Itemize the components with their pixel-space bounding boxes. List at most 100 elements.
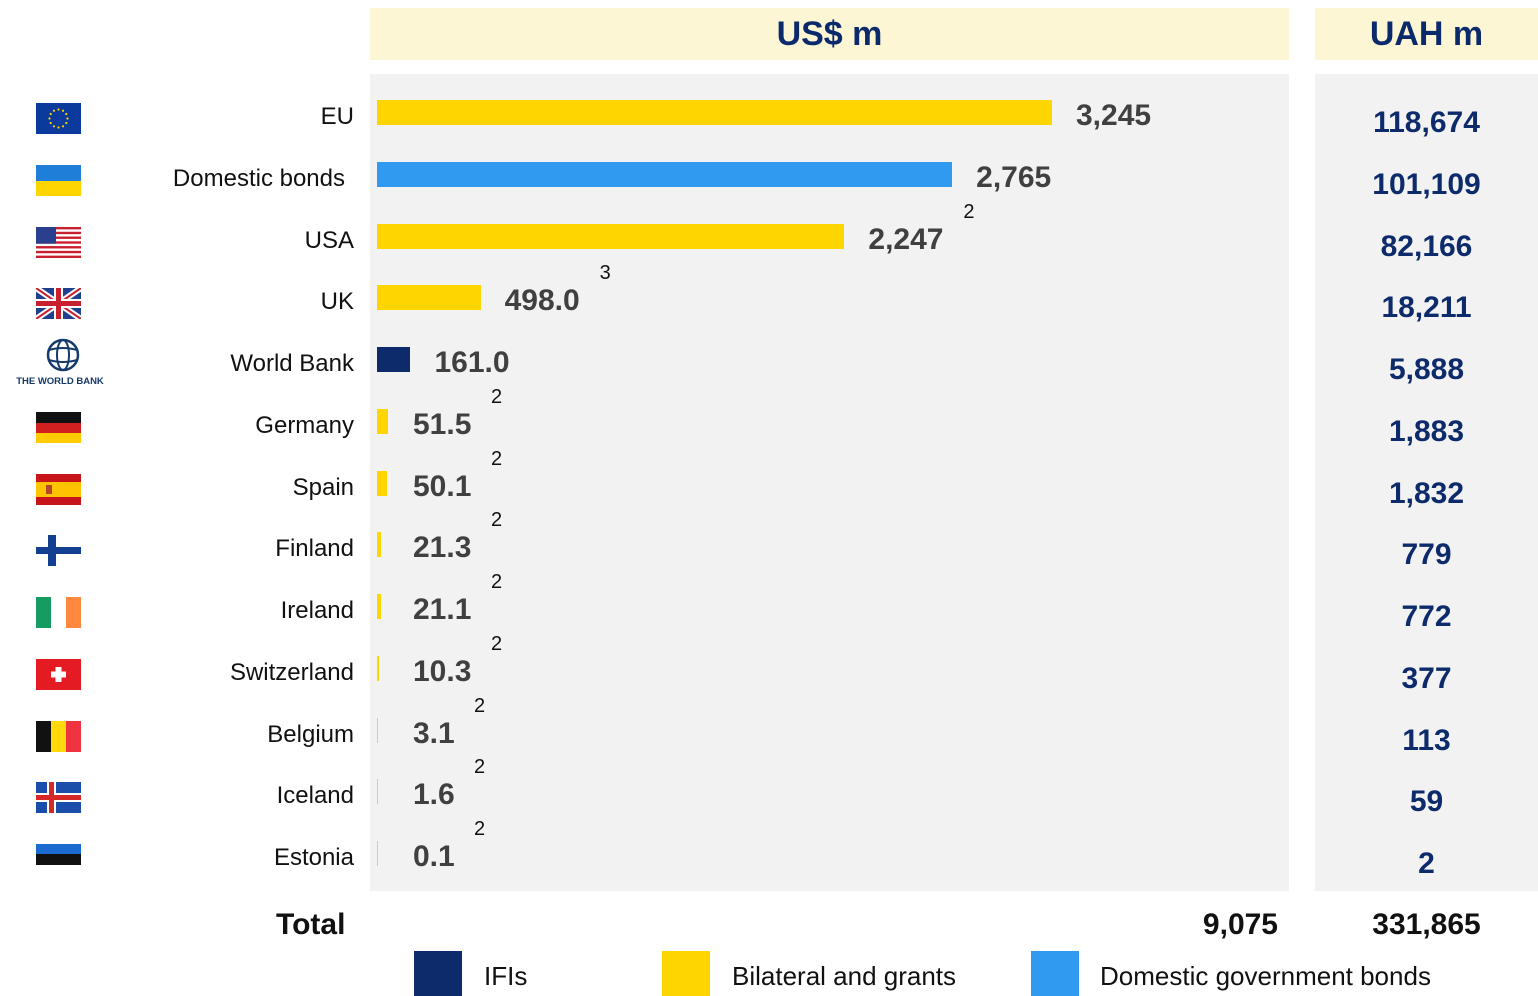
- bar-value-label: 3.1: [413, 716, 455, 750]
- bar-bilateral: [377, 532, 382, 558]
- bar-bilateral: [377, 285, 481, 311]
- category-label: Belgium: [267, 720, 354, 748]
- legend-swatch-domestic: [1031, 951, 1079, 996]
- uah-value: 5,888: [1388, 353, 1465, 386]
- uah-value: 59: [1409, 785, 1444, 819]
- switzerland-flag-icon: [36, 658, 81, 690]
- svg-text:THE WORLD BANK: THE WORLD BANK: [16, 376, 104, 387]
- category-label: Spain: [292, 473, 354, 501]
- chart-row: Finland 21.3 2 779: [0, 509, 1538, 597]
- bar-value-label: 3,245: [1076, 99, 1152, 132]
- footnote-marker: 2: [491, 571, 503, 593]
- uah-value: 113: [1402, 723, 1451, 757]
- chart-row: EU 3,245 118,674: [0, 99, 1538, 165]
- legend-label-domestic: Domestic government bonds: [1100, 961, 1431, 991]
- footnote-marker: 2: [491, 509, 503, 532]
- uah-value: 18,211: [1381, 291, 1472, 325]
- usd-column-header: US$ m: [370, 8, 1289, 60]
- category-label: Iceland: [276, 782, 354, 810]
- uah-value: 2: [1418, 847, 1435, 880]
- uah-value: 118,674: [1373, 106, 1480, 139]
- ukraine-flag-icon: [36, 164, 81, 196]
- footnote-marker: 2: [491, 632, 503, 655]
- chart-row: USA 2,247 2 82,166: [0, 201, 1538, 289]
- bar-value-label: 21.1: [413, 593, 472, 626]
- chart-row: Ireland 21.1 2 772: [0, 571, 1538, 659]
- eu-flag-icon: [36, 103, 81, 134]
- uah-value: 101,109: [1372, 167, 1481, 201]
- bar-domestic: [377, 161, 953, 187]
- world-bank-logo-icon: THE WORLD BANK: [5, 338, 115, 388]
- chart-row: UK 498.0 3 18,211: [0, 262, 1538, 350]
- estonia-flag-icon: [36, 844, 81, 875]
- usa-flag-icon: [36, 226, 81, 258]
- category-label: Estonia: [273, 844, 354, 871]
- chart-row: Belgium 3.1 2 113: [0, 695, 1538, 783]
- bar-ifis: [377, 347, 411, 372]
- chart-row: Domestic bonds 2,765 101,109: [0, 161, 1538, 227]
- uk-flag-icon: [36, 288, 81, 320]
- chart-row: Germany 51.5 2 1,883: [0, 386, 1538, 474]
- category-label: Ireland: [280, 597, 354, 624]
- legend-label-ifis: IFIs: [484, 961, 528, 991]
- bar-value-label: 10.3: [413, 654, 472, 688]
- footnote-marker: 2: [474, 694, 486, 717]
- total-uah-value: 331,865: [1372, 908, 1481, 941]
- category-label: EU: [320, 103, 354, 130]
- footnote-marker: 3: [599, 262, 611, 285]
- footnote-marker: 2: [963, 200, 975, 223]
- uah-value: 377: [1401, 661, 1452, 695]
- legend-swatch-bilateral: [662, 951, 710, 996]
- usd-plot-area: [370, 74, 1289, 891]
- footnote-marker: 2: [491, 385, 503, 408]
- uah-value: 772: [1401, 600, 1452, 633]
- bar-bilateral: [377, 655, 380, 681]
- bar-bilateral: [377, 841, 378, 866]
- bar-value-label: 51.5: [413, 407, 472, 441]
- legend-label-bilateral: Bilateral and grants: [732, 961, 957, 991]
- category-label: Switzerland: [229, 658, 354, 686]
- category-label: Domestic bonds: [172, 164, 345, 192]
- bar-value-label: 2,247: [868, 222, 944, 256]
- uah-value: 82,166: [1380, 229, 1473, 263]
- bar-value-label: 1.6: [413, 778, 455, 812]
- footnote-marker: 2: [474, 756, 486, 779]
- chart-row: THE WORLD BANK World Bank 161.0 5,888: [0, 338, 1538, 412]
- chart-row: Switzerland 10.3 2 377: [0, 633, 1538, 721]
- chart-row: Spain 50.1 2 1,832: [0, 448, 1538, 536]
- germany-flag-icon: [36, 411, 81, 443]
- ireland-flag-icon: [36, 597, 81, 628]
- total-label: Total: [276, 908, 346, 941]
- bar-bilateral: [377, 100, 1052, 125]
- iceland-flag-icon: [36, 782, 81, 814]
- bar-bilateral: [377, 779, 378, 805]
- footnote-marker: 2: [491, 447, 503, 470]
- chart-row: Estonia 0.1 2 2: [0, 818, 1538, 906]
- category-label: Germany: [255, 411, 354, 439]
- bar-value-label: 161.0: [434, 346, 510, 379]
- belgium-flag-icon: [36, 720, 81, 752]
- uah-value: 1,832: [1388, 476, 1465, 510]
- bar-value-label: 2,765: [976, 160, 1052, 194]
- bar-value-label: 21.3: [413, 531, 472, 565]
- bar-bilateral: [377, 223, 845, 249]
- legend-swatch-ifis: [414, 951, 462, 996]
- finland-flag-icon: [36, 535, 81, 567]
- bar-bilateral: [377, 717, 378, 743]
- category-label: UK: [320, 288, 354, 316]
- bar-bilateral: [377, 408, 388, 434]
- bar-value-label: 498.0: [504, 284, 580, 318]
- spain-flag-icon: [36, 473, 81, 505]
- bar-value-label: 50.1: [413, 469, 472, 503]
- bar-bilateral: [377, 470, 388, 496]
- uah-value: 779: [1401, 538, 1452, 572]
- total-usd-value: 9,075: [1202, 908, 1278, 941]
- uah-values-panel: [1315, 74, 1538, 891]
- chart-row: Iceland 1.6 2 59: [0, 756, 1538, 844]
- category-label: Finland: [275, 535, 354, 563]
- uah-column-header: UAH m: [1315, 8, 1538, 60]
- category-label: USA: [304, 226, 354, 254]
- uah-value: 1,883: [1388, 414, 1465, 448]
- bar-bilateral: [377, 594, 382, 619]
- footnote-marker: 2: [474, 818, 486, 840]
